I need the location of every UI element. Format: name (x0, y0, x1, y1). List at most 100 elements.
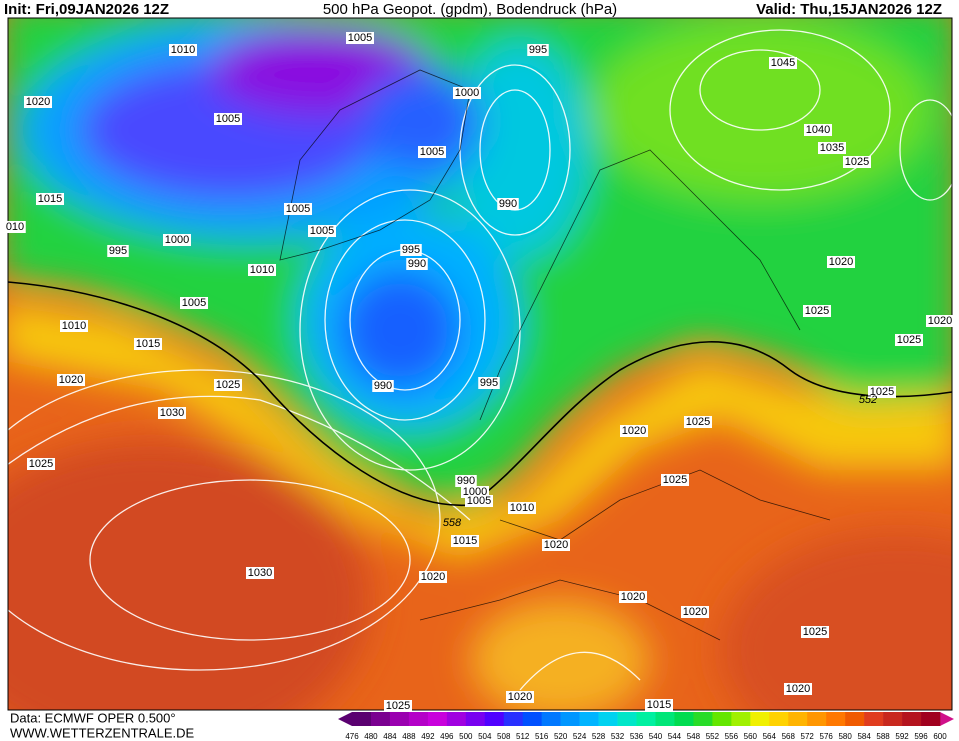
colorbar-swatch (427, 712, 448, 726)
isobar-label: 1015 (136, 338, 160, 350)
isobar-label: 1035 (820, 142, 844, 154)
isobar-label-box (527, 44, 549, 56)
isobar-label-box (406, 258, 428, 270)
colorbar-label: 560 (744, 732, 758, 741)
isobar-label-box (506, 691, 534, 703)
isobar-label: 1025 (803, 626, 827, 638)
isobar-label: 1020 (786, 683, 810, 695)
isobar-label: 1005 (420, 146, 444, 158)
isobar-label: 1045 (771, 57, 795, 69)
colorbar-label: 564 (763, 732, 777, 741)
colorbar-label: 520 (554, 732, 568, 741)
colorbar-swatch (750, 712, 770, 726)
isobar-label: 1020 (622, 425, 646, 437)
isobar-label-box (214, 113, 242, 125)
colorbar-label: 476 (345, 732, 359, 741)
colorbar-swatch (579, 712, 599, 726)
colorbar-label: 512 (516, 732, 530, 741)
isobar-label: 1010 (171, 44, 195, 56)
colorbar-swatch (617, 712, 637, 726)
isobar-label-box (57, 374, 85, 386)
isobar-label-box (843, 156, 871, 168)
colorbar-label: 488 (402, 732, 416, 741)
colorbar-label: 484 (383, 732, 397, 741)
colorbar-label: 492 (421, 732, 435, 741)
map-title: 500 hPa Geopot. (gpdm), Bodendruck (hPa) (323, 1, 617, 18)
isobar-label-box (478, 377, 500, 389)
isobar-label: 010 (6, 221, 24, 233)
colorbar-swatch (674, 712, 694, 726)
colorbar-swatch (465, 712, 486, 726)
isobar-label-box (169, 44, 197, 56)
isobar-label: 1005 (286, 203, 310, 215)
isobar-label: 1025 (29, 458, 53, 470)
colorbar-label: 480 (364, 732, 378, 741)
colorbar-label: 592 (895, 732, 909, 741)
isobar-label-box (418, 146, 446, 158)
isobar-label-box (804, 124, 832, 136)
isobar-label-box (542, 539, 570, 551)
isobar-label-box (645, 699, 673, 711)
isobar-label-box (400, 244, 422, 256)
isobar-label-box (453, 87, 481, 99)
colorbar-label: 580 (838, 732, 852, 741)
colorbar-swatch (446, 712, 467, 726)
isobar-label: 995 (480, 377, 498, 389)
isobar-label: 1000 (455, 87, 479, 99)
isobar-label-box (308, 225, 336, 237)
isobar-label-box (24, 96, 52, 108)
colorbar: 476 480 484 488 492 496 500 504 508 512 516 520 524 5… (338, 712, 954, 741)
isobar-label-box (214, 379, 242, 391)
colorbar-label: 556 (725, 732, 739, 741)
isobar-label: 1020 (544, 539, 568, 551)
colorbar-label: 548 (687, 732, 701, 741)
isobar-label-box (346, 32, 374, 44)
colorbar-swatch (636, 712, 656, 726)
isobar-label: 1020 (508, 691, 532, 703)
isobar-label-box (895, 334, 923, 346)
isobar-label: 1025 (805, 305, 829, 317)
isobar-label: 1020 (621, 591, 645, 603)
isobar-label: 1025 (870, 386, 894, 398)
isobar-label-box (784, 683, 812, 695)
colorbar-swatch (408, 712, 429, 726)
isobar-label: 1040 (806, 124, 830, 136)
isobar-label-box (803, 305, 831, 317)
isobar-label-box (163, 234, 191, 246)
isobar-label-box (508, 502, 536, 514)
isobar-label-box (4, 221, 26, 233)
isobar-label: 1030 (160, 407, 184, 419)
isobar-label-box (419, 571, 447, 583)
colorbar-end (338, 712, 352, 726)
isobar-label-box (284, 203, 312, 215)
colorbar-swatch (902, 712, 922, 726)
isobar-label: 1005 (310, 225, 334, 237)
colorbar-label: 496 (440, 732, 454, 741)
isobar-label: 1020 (26, 96, 50, 108)
colorbar-end (940, 712, 954, 726)
colorbar-label: 516 (535, 732, 549, 741)
colorbar-swatch (712, 712, 732, 726)
isobar-label-box (384, 700, 412, 712)
isobar-label-box (926, 315, 954, 327)
colorbar-swatch (788, 712, 808, 726)
isobar-label-box (451, 535, 479, 547)
colorbar-label: 504 (478, 732, 492, 741)
isobar-label-box (36, 193, 64, 205)
website: WWW.WETTERZENTRALE.DE (10, 725, 194, 740)
colorbar-label: 536 (630, 732, 644, 741)
isobar-label-box (827, 256, 855, 268)
isobar-label-box (455, 475, 477, 487)
colorbar-swatch (864, 712, 884, 726)
isobar-label-box (27, 458, 55, 470)
colorbar-swatch (693, 712, 713, 726)
isobar-label: 1005 (216, 113, 240, 125)
isobar-label: 1025 (663, 474, 687, 486)
colorbar-swatch (921, 712, 941, 726)
isobar-label: 1020 (683, 606, 707, 618)
isobar-label: 1020 (421, 571, 445, 583)
colorbar-label: 508 (497, 732, 511, 741)
contour-label: 552 (859, 394, 877, 406)
isobar-label-box (619, 591, 647, 603)
